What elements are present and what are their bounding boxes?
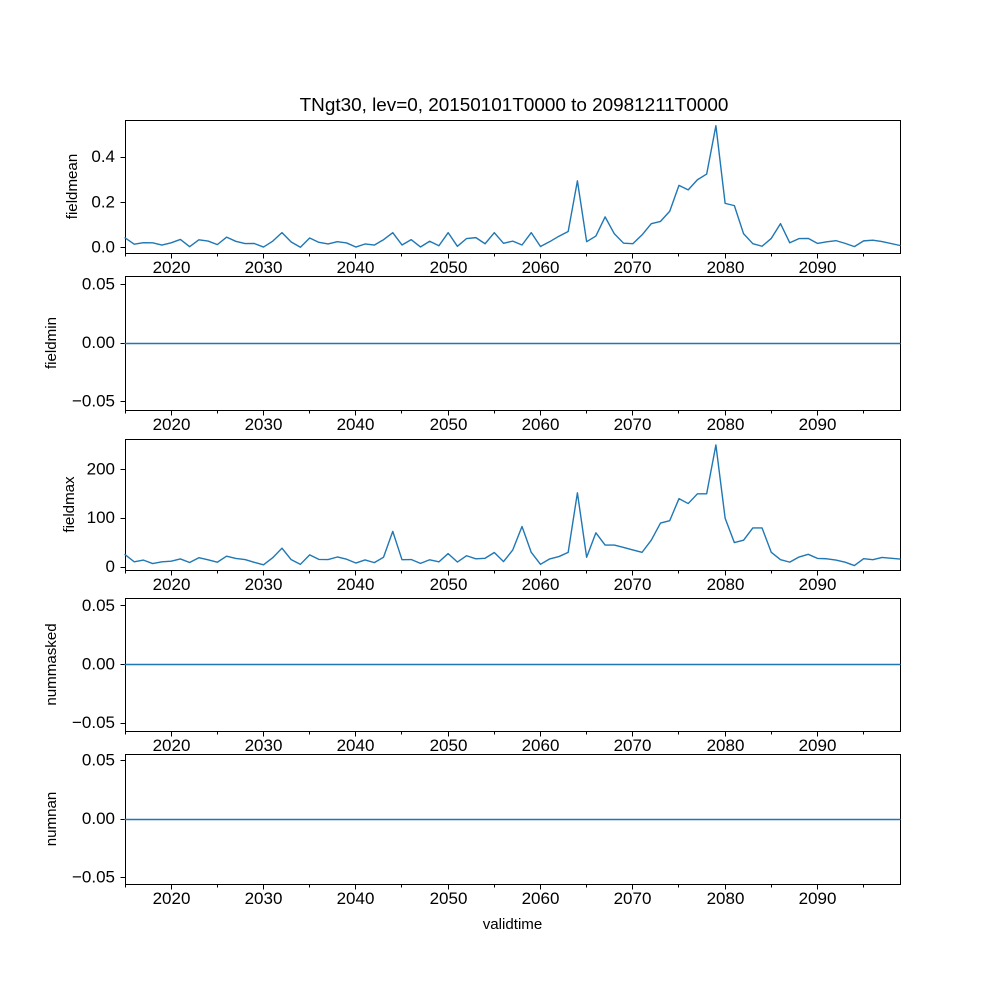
svg-text:fieldmax: fieldmax — [61, 476, 78, 533]
svg-text:2090: 2090 — [799, 889, 837, 908]
svg-text:2020: 2020 — [153, 415, 191, 434]
svg-text:2090: 2090 — [799, 575, 837, 594]
svg-text:0.2: 0.2 — [91, 192, 115, 211]
svg-text:2020: 2020 — [153, 736, 191, 755]
svg-text:0.05: 0.05 — [82, 750, 115, 769]
svg-text:2090: 2090 — [799, 736, 837, 755]
svg-text:2040: 2040 — [337, 415, 375, 434]
svg-text:2030: 2030 — [245, 415, 283, 434]
svg-text:0.00: 0.00 — [82, 655, 115, 674]
svg-text:200: 200 — [87, 459, 115, 478]
svg-text:2070: 2070 — [614, 736, 652, 755]
svg-text:2020: 2020 — [153, 889, 191, 908]
svg-text:0.0: 0.0 — [91, 237, 115, 256]
svg-text:0.00: 0.00 — [82, 333, 115, 352]
svg-text:−0.05: −0.05 — [72, 868, 115, 887]
svg-text:0.05: 0.05 — [82, 274, 115, 293]
svg-text:validtime: validtime — [483, 916, 543, 933]
svg-text:0.00: 0.00 — [82, 809, 115, 828]
svg-text:nummasked: nummasked — [43, 623, 60, 705]
svg-text:0: 0 — [106, 557, 115, 576]
svg-text:2060: 2060 — [522, 415, 560, 434]
svg-text:2080: 2080 — [707, 258, 745, 277]
svg-text:2050: 2050 — [430, 889, 468, 908]
svg-text:2050: 2050 — [430, 415, 468, 434]
svg-text:2090: 2090 — [799, 415, 837, 434]
svg-text:2060: 2060 — [522, 736, 560, 755]
svg-text:2050: 2050 — [430, 575, 468, 594]
svg-text:2080: 2080 — [707, 415, 745, 434]
svg-text:TNgt30, lev=0, 20150101T0000 t: TNgt30, lev=0, 20150101T0000 to 20981211… — [300, 95, 729, 116]
svg-text:2060: 2060 — [522, 575, 560, 594]
svg-text:2040: 2040 — [337, 575, 375, 594]
svg-text:fieldmean: fieldmean — [64, 154, 81, 219]
svg-text:2030: 2030 — [245, 258, 283, 277]
svg-text:2020: 2020 — [153, 258, 191, 277]
svg-text:2060: 2060 — [522, 889, 560, 908]
svg-text:−0.05: −0.05 — [72, 392, 115, 411]
svg-text:2040: 2040 — [337, 736, 375, 755]
svg-text:2020: 2020 — [153, 575, 191, 594]
svg-text:2070: 2070 — [614, 575, 652, 594]
svg-text:2080: 2080 — [707, 889, 745, 908]
svg-text:2050: 2050 — [430, 258, 468, 277]
svg-text:2080: 2080 — [707, 575, 745, 594]
svg-text:2070: 2070 — [614, 889, 652, 908]
svg-text:fieldmin: fieldmin — [43, 317, 60, 369]
svg-text:2040: 2040 — [337, 258, 375, 277]
svg-text:2040: 2040 — [337, 889, 375, 908]
svg-text:numnan: numnan — [43, 792, 60, 847]
svg-text:100: 100 — [87, 508, 115, 527]
svg-text:−0.05: −0.05 — [72, 713, 115, 732]
svg-text:2070: 2070 — [614, 415, 652, 434]
svg-text:2050: 2050 — [430, 736, 468, 755]
svg-text:0.05: 0.05 — [82, 596, 115, 615]
svg-text:2030: 2030 — [245, 575, 283, 594]
svg-text:2090: 2090 — [799, 258, 837, 277]
svg-text:2070: 2070 — [614, 258, 652, 277]
svg-text:2080: 2080 — [707, 736, 745, 755]
svg-text:2030: 2030 — [245, 736, 283, 755]
svg-text:2030: 2030 — [245, 889, 283, 908]
svg-text:2060: 2060 — [522, 258, 560, 277]
svg-text:0.4: 0.4 — [91, 147, 115, 166]
